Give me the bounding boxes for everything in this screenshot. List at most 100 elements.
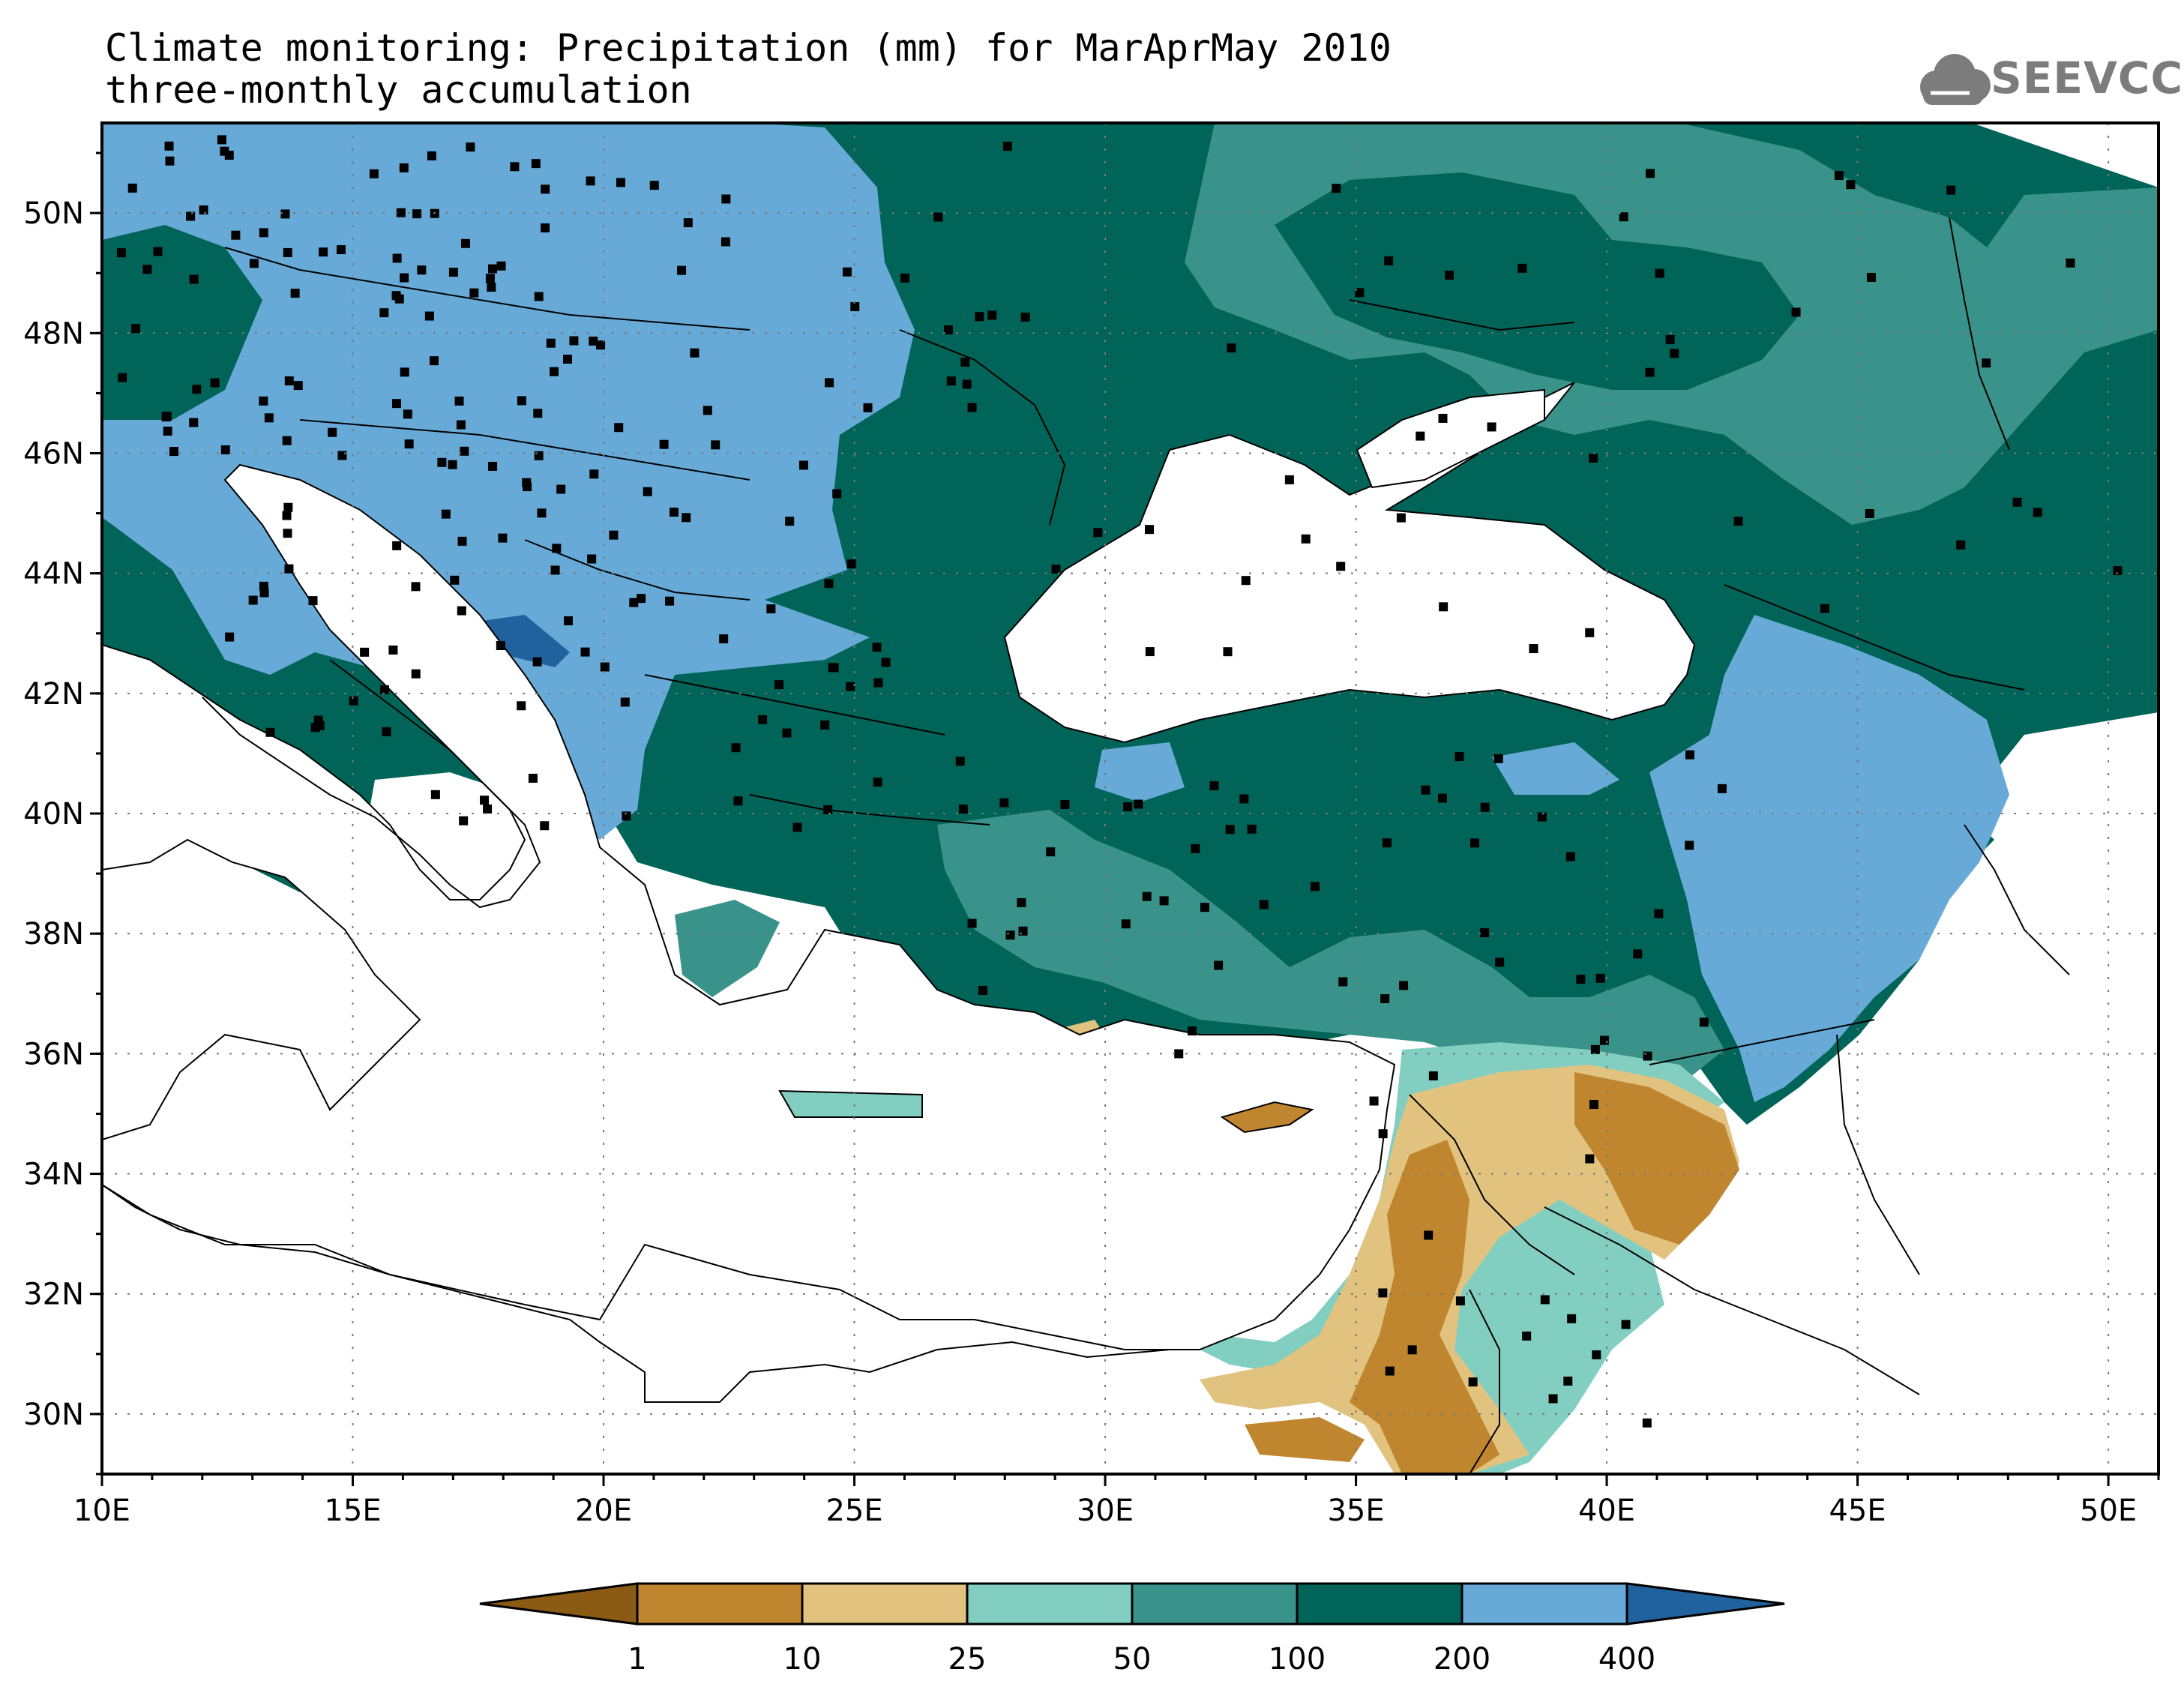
station-marker: [1956, 540, 1966, 550]
station-marker: [798, 460, 808, 470]
station-marker: [488, 461, 498, 471]
station-marker: [1791, 307, 1801, 317]
station-marker: [1590, 1044, 1600, 1054]
station-marker: [669, 508, 679, 517]
station-marker: [1589, 453, 1598, 463]
station-marker: [643, 487, 652, 496]
station-marker: [336, 245, 346, 255]
station-marker: [2066, 258, 2075, 268]
station-marker: [313, 715, 323, 725]
station-marker: [1455, 752, 1464, 762]
station-marker: [1200, 903, 1209, 912]
station-marker: [441, 509, 451, 519]
lon-tick-label: 50E: [2080, 1494, 2137, 1528]
station-marker: [665, 596, 675, 606]
station-marker: [487, 283, 496, 292]
station-marker: [552, 544, 562, 553]
station-marker: [550, 367, 559, 376]
station-marker: [169, 447, 179, 457]
station-marker: [1670, 349, 1679, 358]
station-marker: [1046, 847, 1056, 857]
station-marker: [863, 403, 873, 412]
station-marker: [1214, 960, 1224, 970]
station-marker: [1134, 799, 1143, 809]
station-marker: [1665, 334, 1675, 344]
station-marker: [1585, 628, 1595, 637]
station-marker: [987, 310, 997, 320]
station-marker: [614, 423, 624, 433]
station-marker: [457, 606, 466, 616]
station-marker: [142, 265, 152, 274]
region-400-spot2: [1492, 742, 1619, 795]
station-marker: [1645, 169, 1655, 178]
station-marker: [659, 439, 669, 449]
station-marker: [1051, 565, 1061, 574]
station-marker: [1407, 1345, 1417, 1355]
lat-tick-label: 36N: [23, 1037, 84, 1071]
station-marker: [161, 412, 171, 422]
station-marker: [1332, 184, 1341, 193]
station-marker: [1717, 784, 1727, 793]
station-marker: [1537, 812, 1547, 822]
station-marker: [900, 273, 909, 283]
station-marker: [1005, 930, 1015, 940]
station-marker: [1380, 993, 1390, 1003]
chart-subtitle: three-monthly accumulation: [105, 68, 692, 112]
station-marker: [823, 805, 833, 814]
station-marker: [1699, 1017, 1709, 1027]
station-marker: [533, 409, 543, 418]
station-marker: [873, 678, 883, 688]
station-marker: [424, 311, 434, 321]
station-marker: [721, 237, 730, 247]
station-marker: [733, 796, 743, 806]
station-marker: [427, 151, 436, 160]
station-marker: [589, 469, 599, 479]
region-10: [1350, 1140, 1499, 1474]
station-marker: [589, 336, 598, 346]
station-marker: [284, 564, 294, 574]
station-marker: [1642, 1418, 1652, 1428]
legend-swatch: [1131, 1582, 1299, 1626]
station-marker: [1241, 576, 1251, 586]
station-marker: [1438, 413, 1448, 423]
station-marker: [400, 367, 409, 377]
station-marker: [220, 146, 229, 156]
station-marker: [360, 647, 370, 657]
colorbar-legend: 1 10 25 50 100 200 400: [479, 1582, 1785, 1677]
lat-tick-label: 32N: [23, 1278, 84, 1312]
station-marker: [846, 682, 855, 691]
italy-coast: [202, 659, 541, 909]
station-marker: [1123, 802, 1133, 812]
station-marker: [616, 178, 625, 187]
station-marker: [881, 658, 891, 667]
station-marker: [550, 565, 560, 575]
legend-label: 1: [628, 1642, 646, 1677]
station-marker: [1567, 1314, 1577, 1323]
station-marker: [1576, 975, 1586, 984]
station-marker: [958, 805, 968, 814]
station-marker: [283, 502, 293, 512]
station-marker: [683, 218, 693, 228]
station-marker: [1592, 1350, 1601, 1359]
station-marker: [127, 183, 137, 193]
station-marker: [456, 420, 466, 430]
lon-tick-label: 20E: [575, 1494, 632, 1528]
station-marker: [1399, 981, 1409, 990]
station-marker: [1227, 343, 1236, 353]
station-marker: [1487, 422, 1496, 432]
station-marker: [556, 484, 566, 494]
station-marker: [192, 385, 202, 394]
lon-tick-label: 30E: [1077, 1494, 1134, 1528]
station-marker: [1565, 852, 1575, 861]
station-marker: [1209, 781, 1219, 790]
station-marker: [164, 141, 174, 151]
legend-swatch: [1460, 1582, 1628, 1626]
region-400-east: [1649, 615, 2009, 1102]
region-gt400: [472, 615, 570, 667]
station-marker: [967, 403, 977, 412]
station-marker: [264, 413, 274, 423]
station-marker: [523, 482, 532, 492]
station-marker: [580, 647, 590, 657]
station-marker: [379, 685, 389, 694]
lat-axis-labels: 30N 32N 34N 36N 38N 40N 42N 44N 46N 48N 50N: [23, 196, 84, 1432]
